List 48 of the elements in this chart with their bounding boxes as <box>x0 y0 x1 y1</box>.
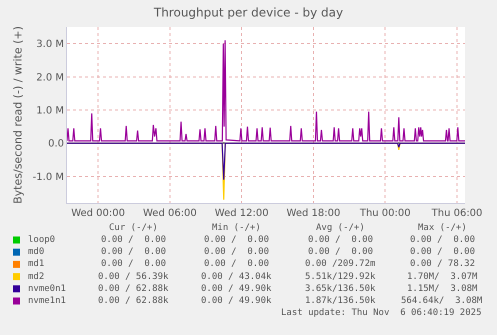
text: 0.00 / 0.00 <box>410 235 476 245</box>
text: 0.00 / 43.04k <box>201 272 272 282</box>
legend-label: md2 <box>28 272 44 282</box>
chart-title: Throughput per device - by day <box>152 5 344 20</box>
text: 0.00 / 0.00 <box>308 235 374 245</box>
text: 1.70M/ 3.07M <box>407 272 478 282</box>
text: 1.87k/136.50k <box>305 296 376 306</box>
x-tick-label: Thu 00:00 <box>358 208 411 219</box>
text: 0.00 / 56.39k <box>98 272 170 282</box>
y-axis-title: Bytes/second read (-) / write (+) <box>11 26 24 204</box>
y-tick-label: -1.0 M <box>32 172 64 183</box>
text: 0.00 / 0.00 <box>204 247 270 257</box>
y-tick-label: 2.0 M <box>36 72 64 84</box>
text: 0.00 / 0.00 <box>204 235 270 245</box>
text: 3.65k/136.50k <box>305 284 376 294</box>
y-tick-label: 3.0 M <box>36 39 64 50</box>
text: 0.00 / 49.90k <box>201 296 272 306</box>
text: 564.64k/ 3.08M <box>401 296 483 306</box>
legend-label: md1 <box>28 259 44 269</box>
text: 0.00 / 49.90k <box>201 284 272 294</box>
text: 0.00 / 0.00 <box>101 247 166 257</box>
x-tick-label: Wed 06:00 <box>142 208 197 219</box>
x-tick-label: Wed 18:00 <box>286 208 340 219</box>
text: Avg (-/+) <box>316 223 365 233</box>
y-tick-label: 1.0 M <box>36 106 64 117</box>
text: Max (-/+) <box>418 223 467 233</box>
text: 1.15M/ 3.08M <box>407 284 478 294</box>
legend-label: loop0 <box>28 235 56 245</box>
text: 0.00 / 0.00 <box>308 247 374 257</box>
legend-label: nvme0n1 <box>28 284 66 294</box>
x-tick-label: Wed 12:00 <box>214 208 269 219</box>
text: 0.00 / 0.00 <box>101 235 166 245</box>
text: 0.00 / 0.00 <box>204 259 270 269</box>
text: 0.00 / 0.00 <box>101 259 166 269</box>
text: 0.00 /209.72m <box>305 259 376 269</box>
x-tick-label: Thu 06:00 <box>430 208 482 219</box>
text: Cur (-/+) <box>109 223 158 233</box>
text: 5.51k/129.92k <box>305 272 376 282</box>
text: 0.00 / 78.32 <box>410 259 476 269</box>
text: Last update: Thu Nov 6 06:40:19 2025 <box>281 308 482 318</box>
x-tick-label: Wed 00:00 <box>71 208 126 219</box>
y-tick-label: 0.0 <box>48 138 64 150</box>
text: 0.00 / 0.00 <box>410 247 476 257</box>
legend-label: nvme1n1 <box>28 296 66 306</box>
legend-label: md0 <box>28 247 44 257</box>
text: Min (-/+) <box>212 223 261 233</box>
text: 0.00 / 62.88k <box>98 296 170 306</box>
text: 0.00 / 62.88k <box>98 284 170 294</box>
